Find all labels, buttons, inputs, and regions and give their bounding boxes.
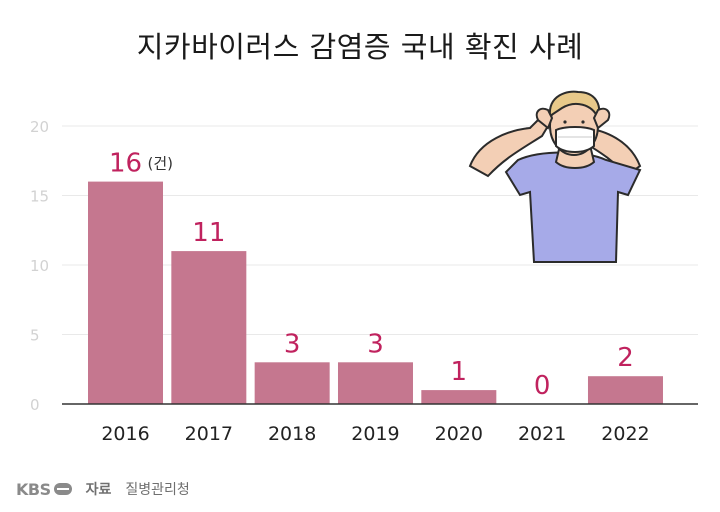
- footer: KBS 자료 질병관리청: [16, 478, 190, 500]
- bar: [587, 376, 663, 404]
- value-label: 3: [284, 329, 301, 359]
- x-tick-label: 2021: [518, 423, 566, 445]
- unit-label: (건): [148, 155, 174, 173]
- y-tick-label: 10: [30, 257, 49, 275]
- value-label: 0: [534, 371, 551, 401]
- x-tick-label: 2019: [351, 423, 399, 445]
- chart-title: 지카바이러스 감염증 국내 확진 사례: [136, 30, 584, 64]
- bars: [88, 181, 663, 404]
- y-tick-label: 15: [30, 188, 49, 206]
- masked-person-illustration: [468, 90, 642, 263]
- kbs-logo: KBS: [16, 480, 72, 499]
- value-label: 2: [617, 343, 634, 373]
- value-label: 16: [109, 149, 142, 179]
- y-tick-label: 0: [30, 396, 40, 414]
- bar: [421, 390, 497, 404]
- x-tick-label: 2018: [268, 423, 316, 445]
- kbs-logo-icon: [53, 483, 72, 495]
- bar: [88, 181, 163, 404]
- x-tick-label: 2016: [101, 423, 149, 445]
- value-labels: 16 (건) 11 3 3 1 0 2: [109, 149, 634, 401]
- source-value: 질병관리청: [125, 482, 190, 498]
- source-label: 자료: [85, 482, 112, 498]
- y-tick-label: 5: [30, 327, 40, 345]
- value-label: 3: [367, 329, 384, 359]
- x-axis-labels: 2016 2017 2018 2019 2020 2021 2022: [101, 423, 649, 445]
- bar: [171, 251, 247, 404]
- x-tick-label: 2017: [185, 423, 233, 445]
- y-tick-label: 20: [30, 118, 49, 136]
- x-tick-label: 2022: [601, 423, 649, 445]
- y-axis-ticks: 0 5 10 15 20: [30, 118, 49, 414]
- bar: [254, 362, 330, 404]
- value-label: 11: [192, 218, 225, 248]
- x-tick-label: 2020: [435, 423, 483, 445]
- bar: [337, 362, 413, 404]
- value-label: 1: [451, 357, 468, 387]
